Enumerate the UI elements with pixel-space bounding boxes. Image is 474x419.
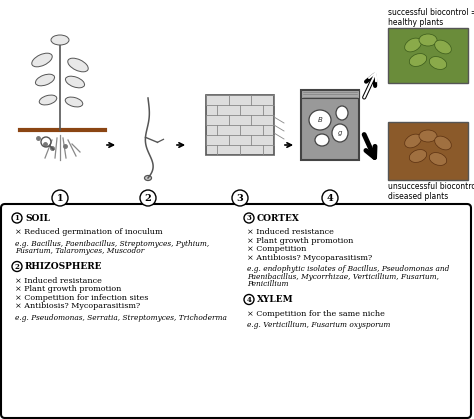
- Text: B: B: [318, 117, 322, 123]
- Text: g: g: [338, 130, 342, 136]
- Text: × Reduced germination of inoculum: × Reduced germination of inoculum: [15, 228, 163, 236]
- Bar: [388, 28, 468, 83]
- Text: × Plant growth promotion: × Plant growth promotion: [15, 285, 121, 293]
- Bar: [388, 122, 468, 180]
- Ellipse shape: [419, 34, 437, 46]
- Circle shape: [12, 261, 22, 272]
- Circle shape: [52, 190, 68, 206]
- Text: 3: 3: [237, 194, 243, 202]
- Circle shape: [140, 190, 156, 206]
- Ellipse shape: [429, 153, 447, 166]
- Text: × Competition for infection sites: × Competition for infection sites: [15, 293, 148, 302]
- Text: 4: 4: [246, 295, 251, 303]
- Ellipse shape: [419, 130, 437, 142]
- Circle shape: [244, 295, 254, 305]
- Text: e.g. endophytic isolates of Bacillus, Pseudomonas and: e.g. endophytic isolates of Bacillus, Ps…: [247, 265, 449, 273]
- Text: 1: 1: [57, 194, 64, 202]
- Text: unsuccessful biocontrol =
diseased plants: unsuccessful biocontrol = diseased plant…: [388, 182, 474, 202]
- Ellipse shape: [309, 110, 331, 130]
- Text: 2: 2: [15, 262, 19, 271]
- Ellipse shape: [435, 136, 451, 150]
- Text: e.g. Verticillium, Fusarium oxysporum: e.g. Verticillium, Fusarium oxysporum: [247, 321, 391, 329]
- Ellipse shape: [336, 106, 348, 120]
- Ellipse shape: [65, 97, 83, 107]
- Ellipse shape: [435, 40, 451, 54]
- Text: SOIL: SOIL: [25, 214, 50, 222]
- Ellipse shape: [39, 95, 57, 105]
- Text: XYLEM: XYLEM: [257, 295, 293, 304]
- Text: 2: 2: [145, 194, 151, 202]
- Circle shape: [244, 213, 254, 223]
- Ellipse shape: [36, 74, 55, 86]
- Ellipse shape: [32, 53, 52, 67]
- Ellipse shape: [65, 76, 84, 88]
- Text: × Competition: × Competition: [247, 245, 306, 253]
- Ellipse shape: [145, 176, 152, 181]
- Ellipse shape: [68, 58, 88, 72]
- Text: CORTEX: CORTEX: [257, 214, 300, 222]
- Ellipse shape: [409, 54, 427, 67]
- Text: Penicillium: Penicillium: [247, 280, 289, 288]
- Text: Paenibacillus, Mycorrhizae, Verticillium, Fusarium,: Paenibacillus, Mycorrhizae, Verticillium…: [247, 272, 439, 280]
- Text: × Antibiosis? Mycoparasitism?: × Antibiosis? Mycoparasitism?: [247, 253, 372, 261]
- Ellipse shape: [429, 57, 447, 70]
- Text: 4: 4: [327, 194, 333, 202]
- Text: Fusarium, Talaromyces, Muscodor: Fusarium, Talaromyces, Muscodor: [15, 247, 144, 255]
- Text: 1: 1: [15, 214, 19, 222]
- Ellipse shape: [332, 124, 348, 142]
- Text: × Plant growth promotion: × Plant growth promotion: [247, 236, 354, 245]
- Text: × Induced resistance: × Induced resistance: [15, 277, 102, 285]
- Ellipse shape: [409, 150, 427, 163]
- Text: × Competition for the same niche: × Competition for the same niche: [247, 310, 385, 318]
- Text: e.g. Pseudomonas, Serratia, Streptomyces, Trichoderma: e.g. Pseudomonas, Serratia, Streptomyces…: [15, 313, 227, 321]
- Text: e.g. Bacillus, Paenibacillus, Streptomyces, Pythium,: e.g. Bacillus, Paenibacillus, Streptomyc…: [15, 240, 209, 248]
- Text: × Induced resistance: × Induced resistance: [247, 228, 334, 236]
- Text: × Antibiosis? Mycoparasitism?: × Antibiosis? Mycoparasitism?: [15, 302, 140, 310]
- Text: RHIZOSPHERE: RHIZOSPHERE: [25, 262, 102, 271]
- Circle shape: [322, 190, 338, 206]
- Bar: [301, 90, 359, 98]
- Circle shape: [12, 213, 22, 223]
- Ellipse shape: [315, 134, 329, 146]
- Text: successful biocontrol =
healthy plants: successful biocontrol = healthy plants: [388, 8, 474, 27]
- Bar: [301, 90, 359, 160]
- FancyBboxPatch shape: [1, 204, 471, 418]
- Bar: [206, 95, 274, 155]
- Ellipse shape: [405, 134, 421, 148]
- Ellipse shape: [405, 38, 421, 52]
- Ellipse shape: [51, 35, 69, 45]
- Circle shape: [232, 190, 248, 206]
- Text: 3: 3: [246, 214, 251, 222]
